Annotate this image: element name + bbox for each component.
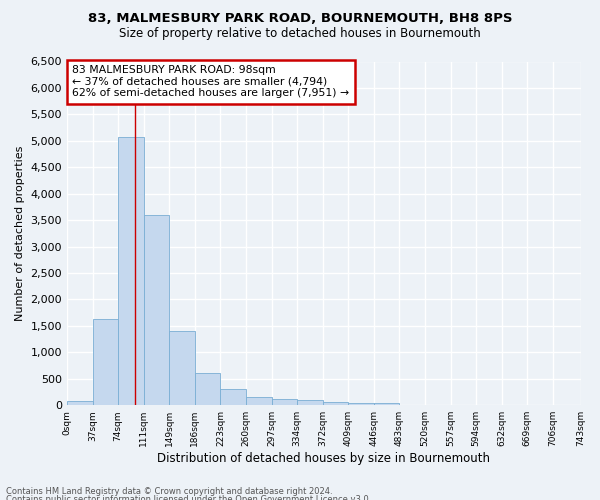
Bar (349, 403, 374, 405)
X-axis label: Distribution of detached houses by size in Bournemouth: Distribution of detached houses by size … (157, 452, 490, 465)
Bar (246, 398, 272, 405)
Text: Contains public sector information licensed under the Open Government Licence v3: Contains public sector information licen… (6, 495, 371, 500)
Text: Contains HM Land Registry data © Crown copyright and database right 2024.: Contains HM Land Registry data © Crown c… (6, 488, 332, 496)
Bar (323, 402, 349, 405)
Bar (144, 215, 169, 405)
Y-axis label: Number of detached properties: Number of detached properties (15, 146, 25, 321)
Text: Size of property relative to detached houses in Bournemouth: Size of property relative to detached ho… (119, 28, 481, 40)
Text: 83, MALMESBURY PARK ROAD, BOURNEMOUTH, BH8 8PS: 83, MALMESBURY PARK ROAD, BOURNEMOUTH, B… (88, 12, 512, 26)
Bar (195, 374, 220, 405)
Bar (220, 390, 246, 405)
Text: 83 MALMESBURY PARK ROAD: 98sqm
← 37% of detached houses are smaller (4,794)
62% : 83 MALMESBURY PARK ROAD: 98sqm ← 37% of … (72, 65, 349, 98)
Bar (272, 399, 297, 405)
Bar (118, 137, 144, 405)
Bar (297, 400, 323, 405)
Bar (67, 401, 92, 405)
Bar (374, 403, 400, 405)
Bar (169, 331, 195, 405)
Bar (92, 320, 118, 405)
